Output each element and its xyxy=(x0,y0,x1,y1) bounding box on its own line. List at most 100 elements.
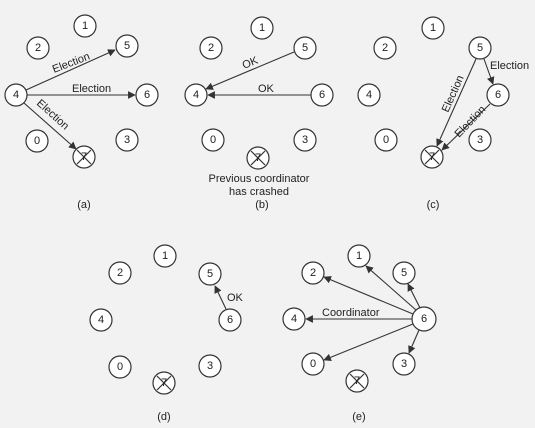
svg-text:5: 5 xyxy=(124,40,130,52)
svg-text:3: 3 xyxy=(401,358,407,370)
node-2: 2 xyxy=(199,36,223,60)
svg-text:6: 6 xyxy=(319,89,325,101)
node-0: 0 xyxy=(108,355,132,379)
svg-text:2: 2 xyxy=(382,42,388,54)
node-4: 4 xyxy=(357,83,381,107)
svg-text:5: 5 xyxy=(477,42,483,54)
svg-text:4: 4 xyxy=(366,89,372,101)
caption-b: (b) xyxy=(255,199,268,211)
svg-text:0: 0 xyxy=(383,134,389,146)
node-0: 0 xyxy=(301,352,325,376)
node-3: 3 xyxy=(392,352,416,376)
svg-text:0: 0 xyxy=(210,134,216,146)
svg-text:1: 1 xyxy=(259,22,265,34)
node-2: 2 xyxy=(373,36,397,60)
svg-text:3: 3 xyxy=(302,134,308,146)
node-4: 4 xyxy=(89,308,113,332)
node-4: 4 xyxy=(4,83,28,107)
caption-c: (c) xyxy=(427,199,440,211)
caption-a: (a) xyxy=(77,199,90,211)
label-election-4-6: Election xyxy=(72,83,111,95)
arrow-6-to-5 xyxy=(407,283,421,309)
arrow-5-to-6 xyxy=(483,58,495,85)
node-3: 3 xyxy=(198,354,222,378)
arrow-6-to-0 xyxy=(323,323,414,361)
svg-text:0: 0 xyxy=(117,361,123,373)
svg-text:0: 0 xyxy=(34,135,40,147)
note-has-crashed: has crashed xyxy=(229,186,289,198)
node-0: 0 xyxy=(25,129,49,153)
crashed-node-7: 7 xyxy=(152,371,176,395)
svg-text:4: 4 xyxy=(193,89,199,101)
arrow-6-to-3 xyxy=(408,329,420,354)
svg-text:3: 3 xyxy=(477,134,483,146)
svg-text:3: 3 xyxy=(207,360,213,372)
svg-text:1: 1 xyxy=(162,250,168,262)
label-ok-6-5: OK xyxy=(227,292,244,304)
arrow-4-to-7 xyxy=(23,102,77,150)
node-3: 3 xyxy=(115,128,139,152)
svg-text:5: 5 xyxy=(401,267,407,279)
node-6: 6 xyxy=(486,83,510,107)
caption-e: (e) xyxy=(352,411,365,423)
arrow-6-to-1 xyxy=(365,265,417,311)
arrow-5-to-4 xyxy=(205,51,295,90)
panel-b: 1 2 5 4 6 0 3 7 OK OK Previous coordinat… xyxy=(184,16,334,211)
svg-text:7: 7 xyxy=(255,152,261,164)
svg-text:7: 7 xyxy=(429,151,435,163)
svg-text:6: 6 xyxy=(495,89,501,101)
node-5: 5 xyxy=(198,262,222,286)
node-6: 6 xyxy=(411,306,437,332)
svg-text:2: 2 xyxy=(310,267,316,279)
svg-text:2: 2 xyxy=(35,42,41,54)
svg-text:5: 5 xyxy=(207,268,213,280)
label-election-5-6: Election xyxy=(490,60,529,72)
svg-text:1: 1 xyxy=(430,22,436,34)
label-election-4-5: Election xyxy=(51,51,92,76)
node-3: 3 xyxy=(468,128,492,152)
arrow-6-to-7 xyxy=(441,103,491,151)
svg-text:4: 4 xyxy=(291,313,297,325)
node-2: 2 xyxy=(301,261,325,285)
panel-c: 1 2 5 4 6 0 3 7 Election Election Electi… xyxy=(357,16,529,211)
node-6: 6 xyxy=(135,83,159,107)
svg-text:7: 7 xyxy=(81,151,87,163)
crashed-node-7: 7 xyxy=(72,145,96,169)
panel-d: 1 2 5 4 6 0 3 7 OK (d) xyxy=(89,244,244,423)
crashed-node-7: 7 xyxy=(345,369,369,393)
node-2: 2 xyxy=(26,36,50,60)
svg-text:4: 4 xyxy=(98,314,104,326)
svg-text:6: 6 xyxy=(421,313,427,325)
node-1: 1 xyxy=(347,244,371,268)
svg-text:2: 2 xyxy=(208,42,214,54)
panel-a: 1 2 5 4 6 0 3 7 Election Election Electi… xyxy=(4,14,159,211)
svg-text:7: 7 xyxy=(161,377,167,389)
node-5: 5 xyxy=(468,36,492,60)
label-election-5-7: Election xyxy=(440,74,467,115)
label-ok-6-4: OK xyxy=(258,83,275,95)
svg-text:4: 4 xyxy=(13,89,19,101)
svg-text:2: 2 xyxy=(117,267,123,279)
svg-text:3: 3 xyxy=(124,134,130,146)
svg-text:7: 7 xyxy=(354,375,360,387)
svg-text:1: 1 xyxy=(356,250,362,262)
crashed-node-7: 7 xyxy=(246,146,270,170)
svg-text:6: 6 xyxy=(227,314,233,326)
label-ok-5-4: OK xyxy=(241,54,261,71)
arrow-6-to-5 xyxy=(214,285,227,310)
svg-text:6: 6 xyxy=(144,89,150,101)
panel-e: 1 2 5 4 6 0 3 7 Coordinator (e) xyxy=(282,244,437,423)
node-5: 5 xyxy=(115,34,139,58)
label-coordinator-6-4: Coordinator xyxy=(322,307,380,319)
node-1: 1 xyxy=(153,244,177,268)
node-5: 5 xyxy=(392,261,416,285)
caption-d: (d) xyxy=(157,411,170,423)
node-1: 1 xyxy=(250,16,274,40)
node-1: 1 xyxy=(421,16,445,40)
node-2: 2 xyxy=(108,261,132,285)
label-election-4-7: Election xyxy=(34,97,71,132)
svg-text:1: 1 xyxy=(82,20,88,32)
crashed-node-7: 7 xyxy=(420,145,444,169)
svg-text:5: 5 xyxy=(302,42,308,54)
